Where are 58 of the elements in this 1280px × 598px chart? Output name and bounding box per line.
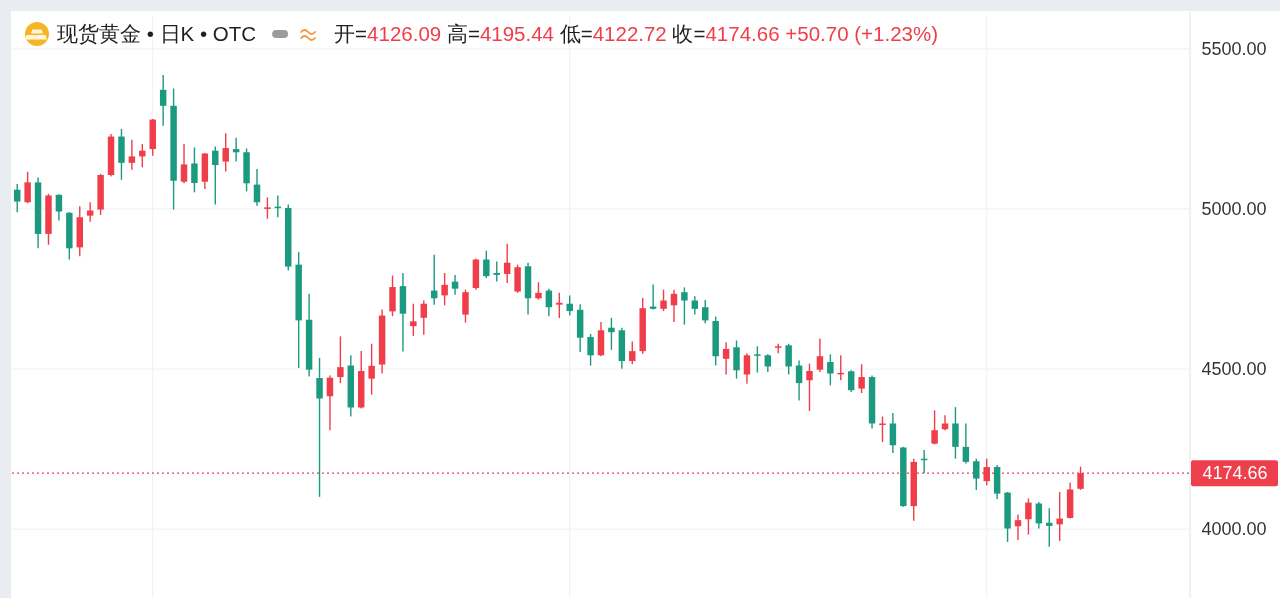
candlestick (420, 299, 428, 336)
candlestick (660, 288, 667, 312)
candlestick (316, 357, 323, 498)
candlestick (816, 337, 824, 373)
candlestick (858, 363, 865, 394)
candlestick (1014, 513, 1022, 541)
y-tick-label: 5500.00 (1201, 39, 1267, 60)
candlestick (879, 415, 886, 443)
candlestick (326, 374, 334, 431)
y-tick-label: 5000.00 (1201, 199, 1267, 220)
candlestick (889, 412, 897, 454)
candlestick (566, 294, 573, 317)
y-tick-label: 4000.00 (1201, 519, 1267, 540)
candlestick (1077, 465, 1084, 491)
candlestick (180, 143, 188, 185)
candlestick (587, 333, 594, 367)
candlestick (1025, 497, 1032, 536)
candlestick (962, 422, 970, 465)
candlestick (191, 146, 198, 193)
text: 现货黄金 • 日K • OTC (57, 22, 257, 45)
candlestick (629, 340, 636, 365)
text: 开=4126.09 高=4195.44 低=4122.72 收=4174.66 +50.70 (+1.23%) (334, 22, 939, 45)
candlestick (931, 409, 938, 445)
candlestick (441, 272, 448, 307)
candlestick (702, 299, 709, 324)
candlestick (86, 201, 94, 223)
candlestick (128, 139, 136, 171)
y-tick-label: 4500.00 (1201, 359, 1267, 380)
candlestick (410, 303, 417, 337)
candlestick (24, 171, 31, 204)
candlestick (722, 341, 730, 376)
candlestick (785, 343, 792, 376)
ref-line-label: 4174.66 (1202, 463, 1268, 484)
candlestick (952, 406, 959, 460)
candlestick (483, 249, 490, 279)
candlestick (222, 132, 229, 173)
candlestick (847, 369, 855, 393)
candlestick (159, 74, 167, 127)
candlestick (806, 362, 813, 412)
candlestick (139, 143, 146, 169)
candlestick (743, 352, 751, 385)
candlestick (13, 183, 21, 213)
candlestick (264, 196, 271, 220)
candlestick (733, 339, 740, 380)
candlestick (337, 335, 344, 384)
candlestick (493, 260, 500, 283)
candlestick (503, 243, 511, 284)
candlestick (1056, 491, 1063, 542)
candlestick (212, 145, 219, 206)
candlestick (462, 288, 469, 324)
candlestick (368, 343, 375, 396)
candlestick (608, 317, 615, 351)
candlestick (827, 353, 834, 387)
candlestick (754, 345, 761, 374)
candlestick (681, 286, 688, 326)
candlestick (556, 292, 563, 319)
candlestick (451, 274, 459, 296)
candlestick (973, 458, 980, 491)
